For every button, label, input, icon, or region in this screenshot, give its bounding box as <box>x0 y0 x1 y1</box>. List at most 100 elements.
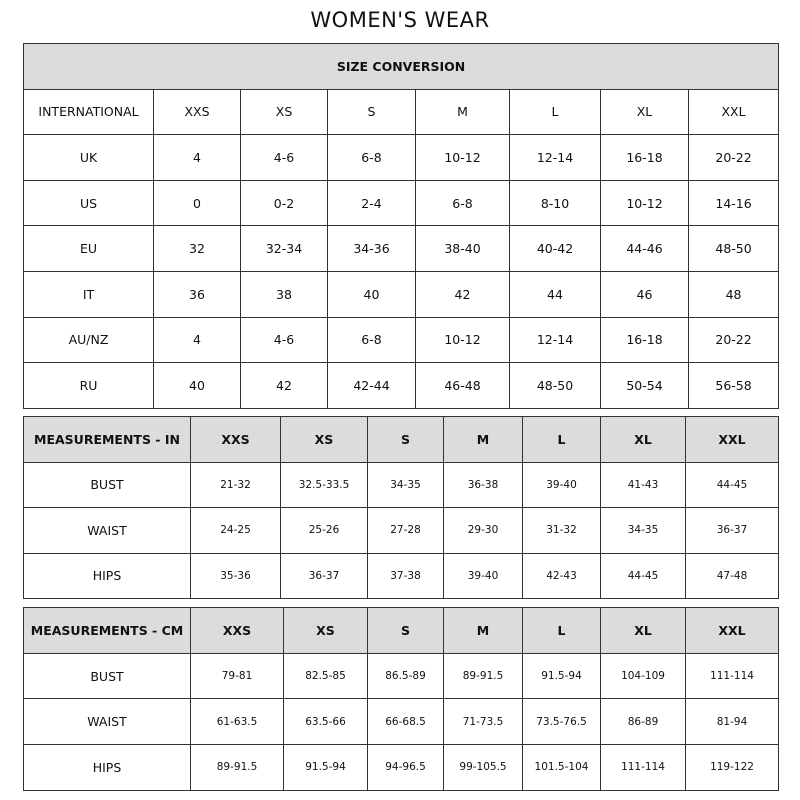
cell: 101.5-104 <box>522 744 601 791</box>
cell: HIPS <box>23 552 191 599</box>
cell: M <box>415 88 510 136</box>
cell: 63.5-66 <box>283 698 368 746</box>
cell: 44-45 <box>600 552 686 599</box>
header-cell: M <box>443 607 523 654</box>
cell: 20-22 <box>687 316 780 364</box>
header-cell: L <box>522 416 601 463</box>
cell: 20-22 <box>687 134 780 181</box>
cell: WAIST <box>23 698 191 746</box>
cell: 42 <box>240 362 328 409</box>
cell: XL <box>600 88 689 136</box>
data-row: US 0 0-2 2-4 6-8 8-10 10-12 14-16 <box>23 179 780 227</box>
cell: 47-48 <box>685 552 779 599</box>
cell: S <box>327 88 416 136</box>
cell: 34-36 <box>327 225 416 272</box>
cell: 40 <box>327 270 416 318</box>
data-row: WAIST 24-25 25-26 27-28 29-30 31-32 34-35 36-37 <box>23 507 779 554</box>
cell: 81-94 <box>685 698 779 746</box>
page-title: WOMEN'S WEAR <box>310 8 490 32</box>
cell: 82.5-85 <box>283 652 368 700</box>
cell: 6-8 <box>415 179 510 227</box>
cell: 36-38 <box>443 461 523 508</box>
cell: 46-48 <box>415 362 510 409</box>
size-table: MEASUREMENTS - IN XXS XS S M L XL XXL BUST 21-32 3… <box>23 416 779 599</box>
cell: 36-37 <box>685 507 779 554</box>
cell: 10-12 <box>415 316 510 364</box>
cell: 73.5-76.5 <box>522 698 601 746</box>
cell: 44-45 <box>685 461 779 508</box>
cell: 71-73.5 <box>443 698 523 746</box>
cell: 16-18 <box>600 316 689 364</box>
cell: 36-37 <box>280 552 368 599</box>
cell: 32-34 <box>240 225 328 272</box>
caption-row: SIZE CONVERSION <box>22 43 780 90</box>
cell: 48-50 <box>509 362 601 409</box>
data-row: UK 4 4-6 6-8 10-12 12-14 16-18 20-22 <box>23 134 780 181</box>
data-row: WAIST 61-63.5 63.5-66 66-68.5 71-73.5 73.5-76… <box>23 698 779 746</box>
cell: 24-25 <box>190 507 281 554</box>
cell: 8-10 <box>509 179 601 227</box>
cell: WAIST <box>23 507 191 554</box>
header-cell: XL <box>600 607 686 654</box>
cell: 36 <box>153 270 241 318</box>
cell: IT <box>23 270 154 318</box>
data-row: IT 36 38 40 42 44 46 48 <box>23 270 780 318</box>
cell: 86.5-89 <box>367 652 444 700</box>
cell: EU <box>23 225 154 272</box>
header-cell: S <box>367 607 444 654</box>
header-cell: L <box>522 607 601 654</box>
cell: 10-12 <box>600 179 689 227</box>
header-cell: XXS <box>190 416 281 463</box>
cell: 46 <box>600 270 689 318</box>
size-table: SIZE CONVERSION INTERNATIONAL XXS XS S M L XL XX… <box>22 43 780 409</box>
cell: RU <box>23 362 154 409</box>
cell: 66-68.5 <box>367 698 444 746</box>
cell: XS <box>240 88 328 136</box>
cell: 41-43 <box>600 461 686 508</box>
cell: 37-38 <box>367 552 444 599</box>
cell: 91.5-94 <box>522 652 601 700</box>
cell: 21-32 <box>190 461 281 508</box>
header-cell: XXS <box>190 607 284 654</box>
header-cell: M <box>443 416 523 463</box>
data-row: HIPS 89-91.5 91.5-94 94-96.5 99-105.5 101.5-1… <box>23 744 779 791</box>
header-cell: MEASUREMENTS - CM <box>23 607 191 654</box>
cell: XXL <box>687 88 780 136</box>
cell: 4-6 <box>240 316 328 364</box>
data-row: HIPS 35-36 36-37 37-38 39-40 42-43 44-45 47-48 <box>23 552 779 599</box>
cell: 12-14 <box>509 134 601 181</box>
header-row: MEASUREMENTS - IN XXS XS S M L XL XXL <box>23 416 779 463</box>
cell: 34-35 <box>367 461 444 508</box>
cell: 2-4 <box>327 179 416 227</box>
cell: 35-36 <box>190 552 281 599</box>
cell: 25-26 <box>280 507 368 554</box>
cell: 86-89 <box>600 698 686 746</box>
cell: 6-8 <box>327 134 416 181</box>
cell: 10-12 <box>415 134 510 181</box>
data-row: INTERNATIONAL XXS XS S M L XL XXL <box>23 88 780 136</box>
cell: 89-91.5 <box>443 652 523 700</box>
data-row: EU 32 32-34 34-36 38-40 40-42 44-46 48-50 <box>23 225 780 272</box>
cell: HIPS <box>23 744 191 791</box>
cell: 44 <box>509 270 601 318</box>
cell: 39-40 <box>443 552 523 599</box>
cell: 111-114 <box>600 744 686 791</box>
cell: 89-91.5 <box>190 744 284 791</box>
header-cell: XS <box>283 607 368 654</box>
cell: 4 <box>153 316 241 364</box>
cell: 40 <box>153 362 241 409</box>
cell: 56-58 <box>687 362 780 409</box>
cell: AU/NZ <box>23 316 154 364</box>
cell: 99-105.5 <box>443 744 523 791</box>
cell: BUST <box>23 652 191 700</box>
cell: 39-40 <box>522 461 601 508</box>
cell: 4 <box>153 134 241 181</box>
cell: 31-32 <box>522 507 601 554</box>
header-cell: S <box>367 416 444 463</box>
size-table: MEASUREMENTS - CM XXS XS S M L XL XXL BUST 79-81 8… <box>23 607 779 791</box>
cell: INTERNATIONAL <box>23 88 154 136</box>
cell: 111-114 <box>685 652 779 700</box>
cell: L <box>509 88 601 136</box>
header-cell: XXL <box>685 607 779 654</box>
